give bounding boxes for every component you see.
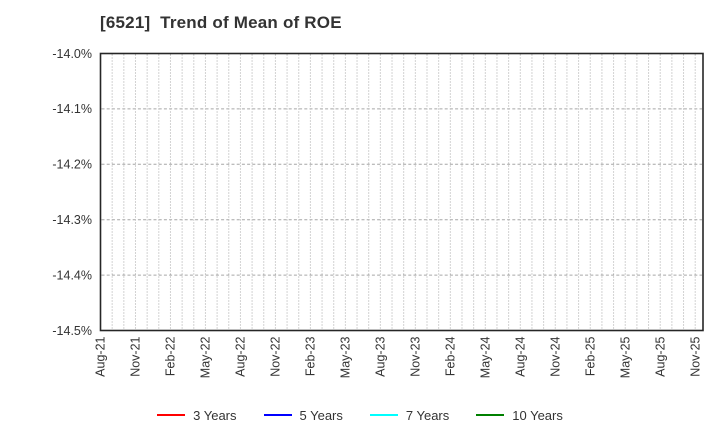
x-tick-label: Feb-22 bbox=[164, 336, 178, 376]
x-tick-label: Feb-24 bbox=[444, 336, 458, 376]
y-tick-label: -14.2% bbox=[52, 158, 92, 172]
legend-item: 10 Years bbox=[476, 408, 563, 423]
x-tick-label: May-25 bbox=[618, 336, 632, 378]
legend-label: 3 Years bbox=[193, 407, 237, 423]
x-tick-label: Nov-23 bbox=[409, 336, 423, 376]
x-tick-label: Nov-21 bbox=[129, 336, 143, 376]
x-tick-label: Feb-23 bbox=[304, 336, 318, 376]
legend-item: 5 Years bbox=[263, 407, 343, 423]
x-tick-label: May-23 bbox=[339, 336, 353, 378]
legend-label: 7 Years bbox=[405, 407, 450, 423]
x-tick-label: Aug-24 bbox=[513, 336, 527, 376]
x-tick-label: Aug-22 bbox=[234, 336, 248, 376]
plot-area: -14.0%-14.1%-14.2%-14.3%-14.4%-14.5%Aug-… bbox=[52, 47, 704, 378]
legend-label: 5 Years bbox=[299, 407, 343, 423]
x-tick-label: Nov-25 bbox=[688, 336, 702, 376]
y-tick-label: -14.5% bbox=[52, 324, 92, 338]
y-tick-label: -14.4% bbox=[52, 268, 92, 282]
x-tick-label: Aug-21 bbox=[94, 336, 108, 376]
y-tick-label: -14.0% bbox=[52, 47, 92, 61]
x-tick-label: May-22 bbox=[199, 336, 213, 378]
x-tick-label: Aug-25 bbox=[653, 336, 667, 376]
legend-line-swatch bbox=[263, 413, 292, 417]
legend-line-swatch bbox=[369, 413, 398, 417]
y-tick-label: -14.1% bbox=[52, 102, 92, 116]
x-tick-label: Feb-25 bbox=[583, 336, 597, 376]
x-tick-label: Nov-24 bbox=[548, 336, 562, 376]
legend-line-swatch bbox=[476, 413, 505, 417]
legend-item: 7 Years bbox=[369, 407, 450, 423]
legend-line-swatch bbox=[157, 413, 186, 417]
legend: 3 Years 5 Years 7 Years 10 Years bbox=[0, 404, 720, 426]
x-tick-label: Aug-23 bbox=[374, 336, 388, 376]
legend-item: 3 Years bbox=[157, 407, 237, 423]
x-tick-label: May-24 bbox=[479, 336, 493, 378]
plot-border bbox=[99, 52, 704, 332]
x-tick-label: Nov-22 bbox=[269, 336, 283, 376]
legend-label: 10 Years bbox=[512, 407, 563, 423]
chart-title: [6521] Trend of Mean of ROE bbox=[100, 13, 342, 32]
y-tick-label: -14.3% bbox=[52, 213, 92, 227]
